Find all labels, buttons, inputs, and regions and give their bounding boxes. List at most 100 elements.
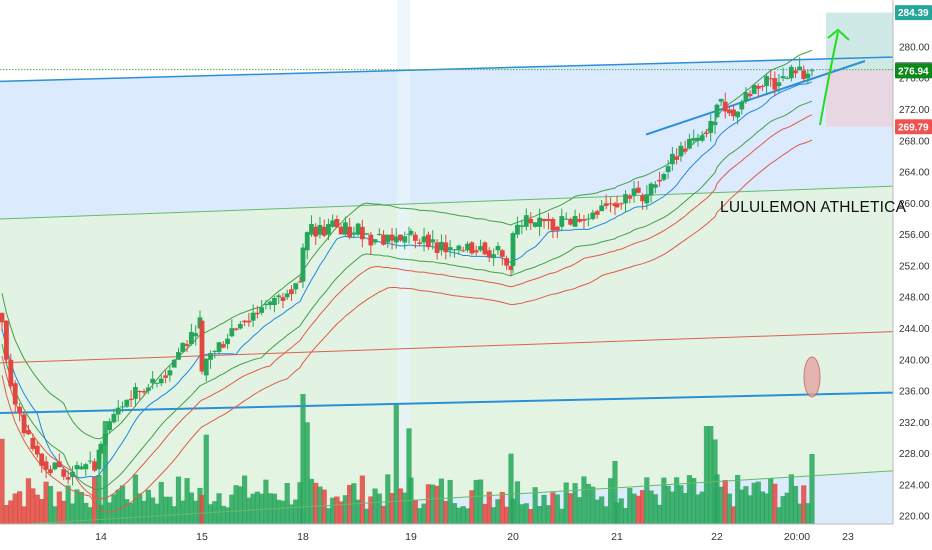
price-tag bbox=[895, 5, 932, 21]
candle-body bbox=[402, 236, 408, 243]
candle-body bbox=[657, 179, 663, 182]
candle-body bbox=[338, 226, 344, 235]
candle-body bbox=[661, 174, 667, 180]
volume-bar bbox=[792, 485, 799, 524]
volume-bar bbox=[372, 488, 378, 524]
volume-bar bbox=[304, 422, 310, 524]
volume-bar bbox=[438, 478, 445, 524]
candle-body bbox=[687, 138, 692, 149]
volume-bar bbox=[250, 493, 256, 524]
volume-bar bbox=[491, 507, 497, 524]
volume-bar bbox=[644, 477, 650, 524]
candle-body bbox=[0, 312, 5, 323]
volume-bar bbox=[612, 460, 618, 524]
candle-body bbox=[355, 223, 361, 235]
y-tick-label: 264.00 bbox=[899, 168, 930, 179]
candle-body bbox=[644, 194, 650, 204]
ma-red-line-2 bbox=[1, 139, 813, 513]
volume-bar bbox=[722, 479, 728, 524]
volume-bar bbox=[288, 504, 295, 524]
y-tick-label: 248.00 bbox=[899, 293, 930, 304]
y-tick-label: 240.00 bbox=[899, 355, 930, 366]
candle-body bbox=[504, 258, 510, 266]
volume-bar bbox=[17, 491, 23, 524]
x-axis-panel bbox=[0, 524, 932, 550]
candle-body bbox=[528, 218, 534, 224]
lower-channel-line bbox=[0, 391, 894, 414]
candle-body bbox=[128, 398, 134, 401]
volume-bar bbox=[430, 484, 436, 524]
volume-bar bbox=[537, 505, 543, 524]
volume-bar bbox=[464, 508, 471, 524]
candle-body bbox=[510, 233, 516, 266]
volume-bar bbox=[665, 485, 671, 524]
volume-bar bbox=[425, 484, 431, 524]
candle-body bbox=[665, 166, 671, 173]
candle-body bbox=[267, 301, 273, 306]
candle-body bbox=[102, 433, 108, 446]
candle-body bbox=[347, 226, 353, 238]
volume-bar bbox=[772, 483, 778, 524]
volume-bar bbox=[207, 504, 214, 524]
y-tick-label: 276.00 bbox=[899, 74, 930, 85]
volume-bar bbox=[162, 496, 169, 524]
volume-bar bbox=[216, 493, 222, 524]
target-zone bbox=[826, 12, 893, 70]
volume-bar bbox=[61, 500, 67, 524]
candle-body bbox=[412, 234, 418, 241]
volume-bar bbox=[514, 481, 521, 524]
candle-body bbox=[393, 236, 399, 243]
candle-body bbox=[594, 211, 600, 215]
volume-bar bbox=[708, 426, 714, 524]
volume-bar bbox=[111, 494, 117, 524]
volume-bar bbox=[376, 493, 382, 524]
candle-body bbox=[801, 70, 807, 79]
volume-bar bbox=[150, 497, 156, 524]
candle-body bbox=[98, 443, 104, 454]
candle-body bbox=[788, 66, 794, 79]
volume-bar bbox=[585, 483, 591, 524]
volume-bar bbox=[284, 482, 290, 524]
candle-body bbox=[541, 218, 547, 222]
volume-bar bbox=[91, 476, 98, 524]
candle-body bbox=[478, 246, 483, 251]
volume-bar bbox=[167, 496, 173, 524]
volume-bar bbox=[780, 496, 786, 524]
candle-body bbox=[473, 250, 479, 253]
green-upper-line bbox=[0, 185, 894, 220]
volume-bar bbox=[674, 477, 680, 524]
candle-body bbox=[523, 215, 529, 227]
volume-bar bbox=[107, 502, 113, 524]
candle-body bbox=[17, 406, 23, 414]
volume-bar bbox=[678, 485, 684, 524]
volume-bar bbox=[504, 506, 510, 524]
volume-bar bbox=[293, 499, 299, 524]
candle-body bbox=[12, 383, 18, 405]
volume-bar bbox=[622, 507, 629, 524]
candle-body bbox=[61, 469, 67, 477]
volume-bar bbox=[78, 491, 84, 524]
candle-body bbox=[537, 217, 543, 227]
candle-body bbox=[21, 414, 27, 434]
volume-bar bbox=[788, 474, 794, 524]
volume-bar bbox=[495, 499, 501, 524]
candle-body bbox=[48, 469, 53, 473]
session-highlight bbox=[397, 0, 410, 524]
volume-bar bbox=[447, 479, 453, 524]
volume-bar bbox=[237, 486, 243, 524]
candle-body bbox=[293, 283, 299, 290]
candle-body bbox=[460, 250, 466, 252]
volume-bar bbox=[0, 438, 5, 524]
candle-body bbox=[39, 453, 45, 466]
volume-bar bbox=[308, 478, 315, 524]
volume-bar bbox=[691, 477, 697, 524]
candle-body bbox=[678, 145, 684, 157]
candle-body bbox=[623, 194, 628, 204]
volume-bar bbox=[380, 505, 387, 524]
volume-bar bbox=[102, 420, 108, 524]
candle-body bbox=[546, 218, 551, 222]
candle-body bbox=[726, 109, 732, 114]
candle-body bbox=[167, 370, 173, 376]
volume-bar bbox=[74, 489, 80, 524]
